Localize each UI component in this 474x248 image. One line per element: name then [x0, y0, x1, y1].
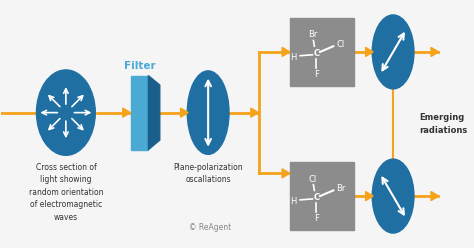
Text: Cross section of
light showing
random orientation
of electromagnetic
waves: Cross section of light showing random or… — [28, 163, 103, 222]
Text: Br: Br — [336, 184, 346, 193]
Polygon shape — [251, 108, 258, 117]
Polygon shape — [365, 47, 373, 57]
Text: Plane-polarization
oscallations: Plane-polarization oscallations — [173, 163, 243, 184]
Text: C: C — [313, 49, 319, 58]
FancyBboxPatch shape — [290, 18, 354, 86]
Text: F: F — [314, 214, 319, 223]
Text: H: H — [291, 53, 297, 62]
Text: Filter: Filter — [124, 61, 155, 71]
Polygon shape — [282, 47, 290, 57]
Polygon shape — [431, 191, 438, 201]
Polygon shape — [131, 76, 148, 150]
Text: Cl: Cl — [309, 175, 317, 184]
Text: C: C — [313, 193, 319, 202]
Polygon shape — [123, 108, 130, 117]
Text: © ReAgent: © ReAgent — [189, 223, 231, 232]
Ellipse shape — [372, 15, 414, 89]
Polygon shape — [431, 47, 438, 57]
Text: F: F — [314, 70, 319, 79]
Text: Br: Br — [308, 30, 317, 39]
Text: H: H — [291, 197, 297, 206]
Polygon shape — [181, 108, 188, 117]
Polygon shape — [148, 76, 160, 150]
Ellipse shape — [187, 71, 229, 154]
Polygon shape — [365, 191, 373, 201]
Ellipse shape — [372, 159, 414, 233]
FancyBboxPatch shape — [290, 162, 354, 230]
Polygon shape — [282, 169, 290, 178]
Ellipse shape — [36, 70, 95, 155]
Text: Cl: Cl — [337, 40, 345, 49]
Text: Emerging
radiations: Emerging radiations — [419, 113, 468, 135]
